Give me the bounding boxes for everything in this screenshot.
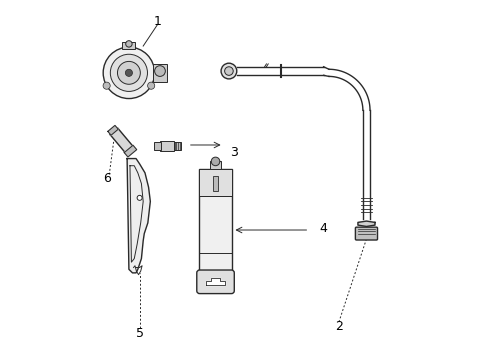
Bar xyxy=(213,176,219,191)
Text: 4: 4 xyxy=(319,222,327,235)
Circle shape xyxy=(224,67,233,75)
Polygon shape xyxy=(127,158,150,273)
Text: 2: 2 xyxy=(335,320,343,333)
Polygon shape xyxy=(206,278,225,285)
Text: 3: 3 xyxy=(230,146,238,159)
Circle shape xyxy=(137,195,142,201)
Text: 5: 5 xyxy=(136,327,144,340)
Text: 1: 1 xyxy=(153,14,161,27)
Polygon shape xyxy=(108,125,118,135)
Polygon shape xyxy=(358,221,375,226)
Circle shape xyxy=(125,69,132,76)
Bar xyxy=(198,169,232,196)
Bar xyxy=(210,161,221,169)
Text: 6: 6 xyxy=(103,172,111,185)
Bar xyxy=(153,64,167,82)
Circle shape xyxy=(147,82,155,89)
Circle shape xyxy=(155,66,165,76)
Circle shape xyxy=(221,63,237,79)
Circle shape xyxy=(103,47,155,99)
Bar xyxy=(122,42,135,49)
Polygon shape xyxy=(110,128,134,153)
Polygon shape xyxy=(124,145,137,157)
FancyBboxPatch shape xyxy=(197,270,234,294)
FancyBboxPatch shape xyxy=(355,227,377,240)
Bar xyxy=(160,141,173,151)
Circle shape xyxy=(126,41,132,47)
Circle shape xyxy=(103,82,110,89)
Bar xyxy=(154,142,161,150)
Circle shape xyxy=(211,157,220,166)
Circle shape xyxy=(110,54,147,91)
Circle shape xyxy=(118,62,140,84)
Bar xyxy=(173,142,181,150)
Bar xyxy=(198,169,232,276)
